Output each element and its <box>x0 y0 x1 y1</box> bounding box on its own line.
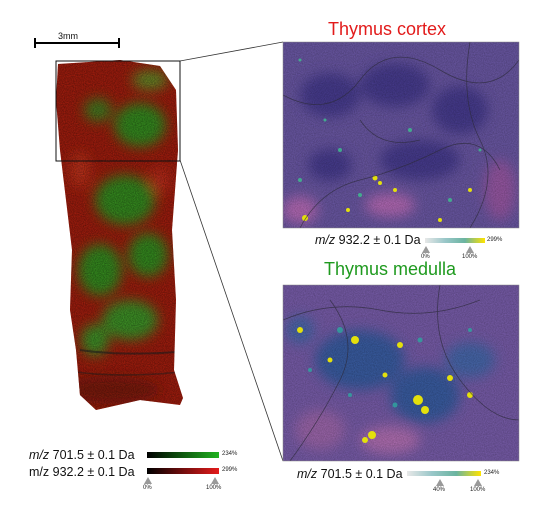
legend-row-1-value: 701.5 ± 0.1 Da <box>52 448 135 462</box>
medulla-mz-value: 701.5 ± 0.1 Da <box>320 467 403 481</box>
legend-green-scale <box>147 452 219 458</box>
medulla-mz-label: m/z 701.5 ± 0.1 Da <box>297 467 403 481</box>
medulla-scale-max: 234% <box>484 470 500 476</box>
cortex-msi-image <box>283 42 519 228</box>
medulla-msi-image <box>283 285 519 461</box>
cortex-high-marker-label: 100% <box>462 254 478 260</box>
legend-row-1-prefix: m/z <box>29 448 50 462</box>
legend-high-marker-label: 100% <box>206 485 222 491</box>
cortex-title: Thymus cortex <box>328 19 447 39</box>
cortex-low-marker <box>422 246 430 253</box>
medulla-color-scale <box>407 471 481 476</box>
medulla-high-marker <box>474 479 482 486</box>
cortex-mz-prefix: m/z <box>315 233 336 247</box>
medulla-low-marker <box>436 479 444 486</box>
cortex-low-marker-label: 0% <box>421 254 430 260</box>
legend-row-1-max: 234% <box>222 451 238 457</box>
cortex-mz-value: 932.2 ± 0.1 Da <box>338 233 421 247</box>
scale-bar <box>34 38 120 48</box>
legend-row-1-label: m/z 701.5 ± 0.1 Da <box>29 448 135 462</box>
scale-bar-label: 3mm <box>58 31 78 41</box>
cortex-scale-max: 299% <box>487 237 503 243</box>
medulla-low-marker-label: 40% <box>433 487 446 493</box>
legend-low-marker <box>144 477 152 484</box>
medulla-title: Thymus medulla <box>324 259 457 279</box>
legend-high-marker <box>211 477 219 484</box>
cortex-color-scale <box>425 238 485 243</box>
cortex-mz-label: m/z 932.2 ± 0.1 Da <box>315 233 421 247</box>
legend-red-scale <box>147 468 219 474</box>
legend-row-2-max: 299% <box>222 467 238 473</box>
medulla-mz-prefix: m/z <box>297 467 318 481</box>
cortex-high-marker <box>466 246 474 253</box>
legend-row-2-value: 932.2 ± 0.1 Da <box>52 465 135 479</box>
zoom-connector-line <box>179 41 284 62</box>
legend-row-2-prefix: m/z <box>29 465 50 479</box>
legend-low-marker-label: 0% <box>143 485 152 491</box>
zoom-connector-line <box>179 159 284 462</box>
zoom-region-box <box>55 60 181 162</box>
legend-row-2-label: m/z 932.2 ± 0.1 Da <box>29 465 135 479</box>
medulla-high-marker-label: 100% <box>470 487 486 493</box>
